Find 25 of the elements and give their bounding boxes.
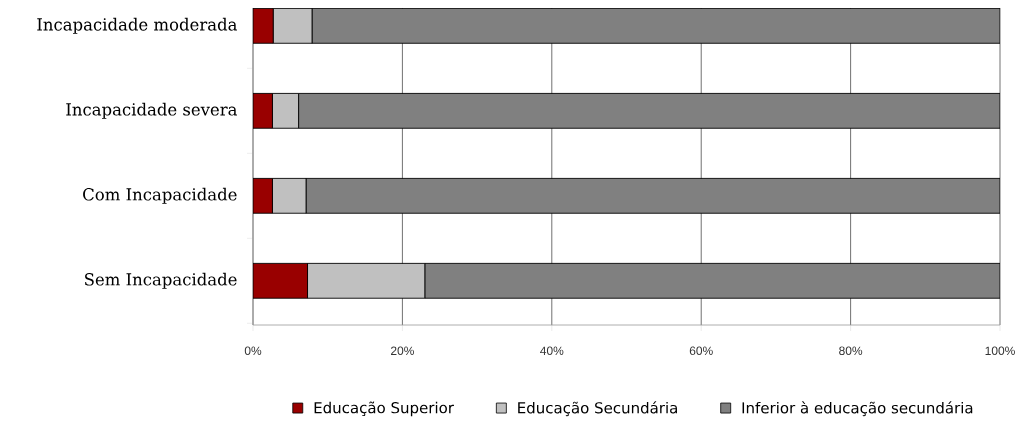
x-tick-label: 60% [689,346,713,356]
bar [312,8,1001,44]
bar [307,262,426,299]
y-tick-label: Incapacidade moderada [37,17,237,34]
x-tick-label: 80% [839,346,863,356]
bar [253,7,274,44]
bar [253,262,308,299]
bar [424,262,1001,299]
y-tick-label: Sem Incapacidade [85,272,237,289]
bar [271,92,300,129]
bar [253,92,273,129]
bar [271,177,307,214]
legend-label: Educação Secundária [518,401,677,417]
legend-label: Inferior à educação secundária [742,401,973,417]
x-tick-label: 0% [244,346,262,356]
x-tick-label: 100% [985,346,1015,356]
x-tick-label: 40% [540,346,564,356]
bar [253,177,273,214]
legend-label: Educação Superior [314,401,454,417]
bar [298,92,1001,129]
x-tick-label: 20% [391,346,414,356]
bar [305,177,1001,214]
y-tick-label: Com Incapacidade [83,187,237,204]
y-tick-label: Incapacidade severa [66,102,237,119]
bar [272,7,313,44]
